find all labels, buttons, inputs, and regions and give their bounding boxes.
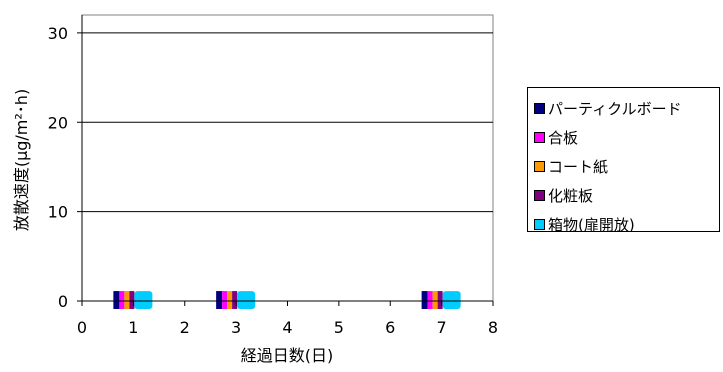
bar <box>129 291 135 309</box>
legend-label: パーティクルボード <box>548 100 682 118</box>
x-tick-label: 0 <box>77 318 87 337</box>
legend: パーティクルボード 合板 コート紙 化粧板 箱物(扉開放) <box>527 87 720 234</box>
y-tick-label: 0 <box>58 292 68 311</box>
legend-swatch <box>534 132 545 143</box>
x-tick-label: 5 <box>334 318 344 337</box>
y-axis-title: 放散速度(μg/m²･h) <box>12 89 31 231</box>
bar <box>237 291 256 309</box>
legend-item-particleboard: パーティクルボード <box>534 94 719 123</box>
x-tick-label: 7 <box>437 318 447 337</box>
legend-swatch <box>534 161 545 172</box>
legend-swatch <box>534 103 545 114</box>
x-tick-label: 8 <box>488 318 498 337</box>
bar <box>232 291 238 309</box>
legend-item-plywood: 合板 <box>534 123 719 152</box>
y-tick-label: 30 <box>48 24 68 43</box>
bar <box>113 291 120 309</box>
x-axis-title: 経過日数(日) <box>241 346 334 365</box>
x-tick-label: 1 <box>128 318 138 337</box>
legend-label: 化粧板 <box>548 187 594 205</box>
legend-item-decorative-board: 化粧板 <box>534 181 719 210</box>
legend-label: コート紙 <box>548 158 609 176</box>
legend-item-coated-paper: コート紙 <box>534 152 719 181</box>
bar <box>216 291 223 309</box>
x-tick-label: 2 <box>180 318 190 337</box>
bar <box>442 291 461 309</box>
plot-frame <box>81 14 494 302</box>
bar <box>124 291 130 309</box>
y-tick-label: 20 <box>48 113 68 132</box>
bar <box>119 291 125 309</box>
legend-swatch <box>534 219 545 230</box>
bar <box>432 291 438 309</box>
bar <box>437 291 443 309</box>
bar <box>427 291 433 309</box>
bar <box>134 291 153 309</box>
bar <box>227 291 233 309</box>
legend-label: 合板 <box>548 129 579 147</box>
x-tick-label: 3 <box>231 318 241 337</box>
axes: 0 10 20 30 0 1 2 3 4 5 6 7 8 <box>48 15 498 337</box>
bar <box>421 291 428 309</box>
bars <box>113 291 461 309</box>
y-tick-label: 10 <box>48 203 68 222</box>
legend-item-cabinet: 箱物(扉開放) <box>534 210 719 239</box>
legend-label: 箱物(扉開放) <box>548 216 635 234</box>
bar <box>222 291 228 309</box>
gridlines <box>81 14 494 302</box>
x-tick-label: 4 <box>282 318 292 337</box>
legend-swatch <box>534 190 545 201</box>
x-tick-label: 6 <box>385 318 395 337</box>
